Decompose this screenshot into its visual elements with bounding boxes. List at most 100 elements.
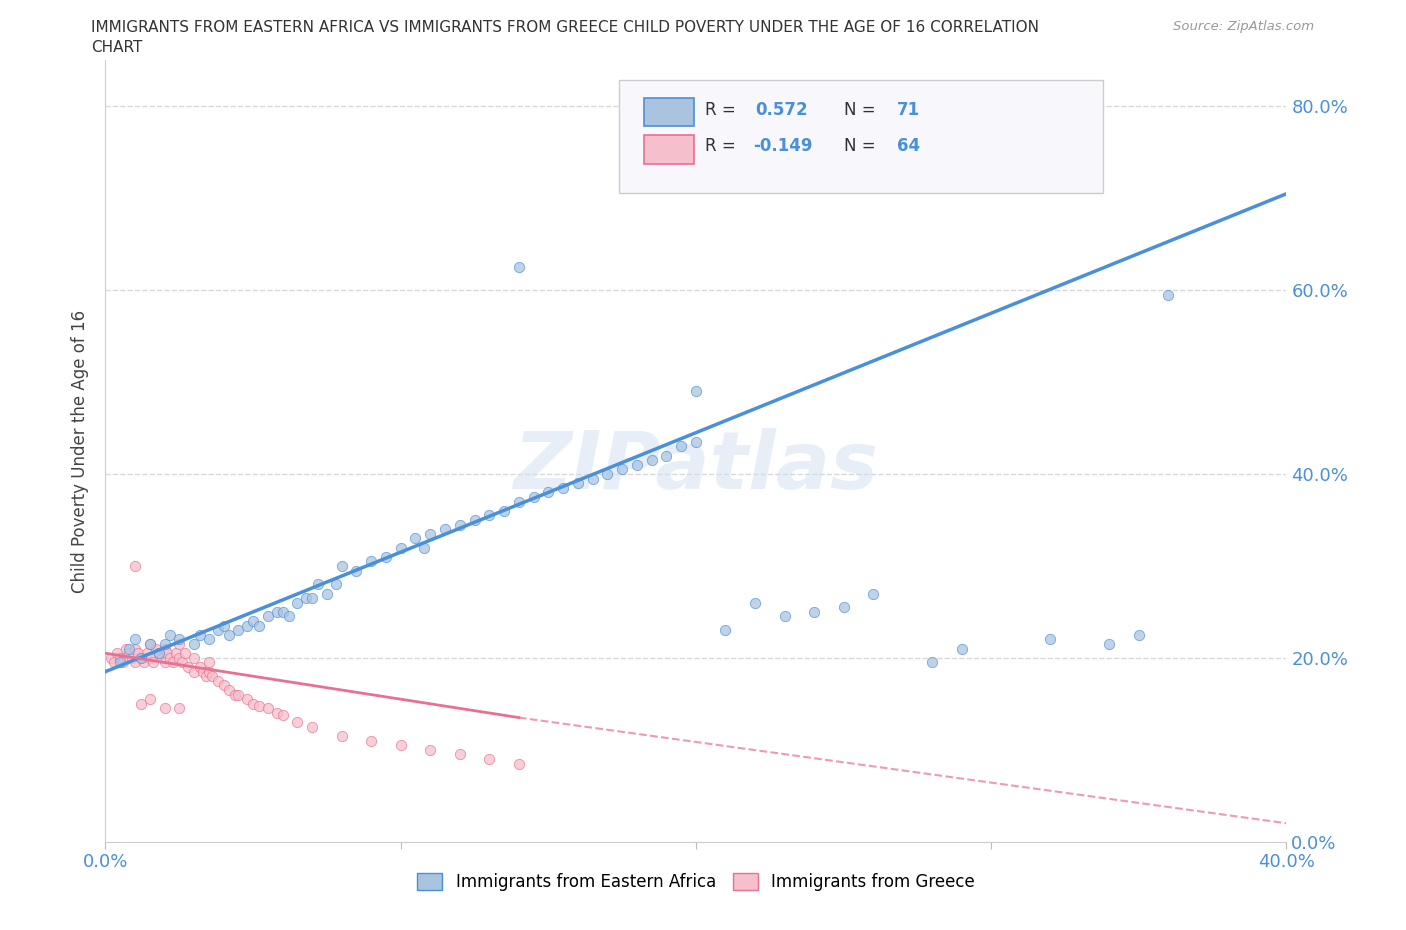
Point bbox=[478, 751, 501, 766]
Point bbox=[655, 448, 678, 463]
Point bbox=[803, 604, 825, 619]
Point bbox=[142, 655, 165, 670]
Point bbox=[218, 628, 240, 643]
Point bbox=[165, 645, 187, 660]
Point bbox=[315, 586, 337, 601]
Text: IMMIGRANTS FROM EASTERN AFRICA VS IMMIGRANTS FROM GREECE CHILD POVERTY UNDER THE: IMMIGRANTS FROM EASTERN AFRICA VS IMMIGR… bbox=[91, 20, 1039, 35]
Point bbox=[295, 591, 318, 605]
Point bbox=[389, 737, 412, 752]
Point bbox=[100, 650, 122, 665]
Point bbox=[271, 708, 294, 723]
Point bbox=[413, 540, 436, 555]
Point bbox=[129, 650, 152, 665]
FancyBboxPatch shape bbox=[644, 136, 693, 164]
Text: R =: R = bbox=[706, 138, 741, 155]
Point bbox=[773, 609, 796, 624]
Point bbox=[508, 494, 530, 509]
Point bbox=[110, 650, 132, 665]
Point bbox=[464, 512, 486, 527]
Point bbox=[138, 637, 162, 652]
Point bbox=[374, 550, 398, 565]
Point bbox=[118, 645, 141, 660]
Point bbox=[433, 522, 456, 537]
Point bbox=[138, 650, 162, 665]
Point bbox=[537, 485, 560, 499]
Point bbox=[197, 632, 219, 647]
Point bbox=[207, 623, 229, 638]
Point bbox=[201, 669, 224, 684]
Point bbox=[183, 637, 205, 652]
Point bbox=[174, 645, 197, 660]
Point bbox=[188, 659, 211, 674]
Point bbox=[449, 517, 471, 532]
Point bbox=[325, 577, 347, 591]
Point bbox=[124, 632, 146, 647]
Point bbox=[121, 650, 143, 665]
Point bbox=[197, 655, 219, 670]
Point bbox=[330, 728, 353, 743]
Point bbox=[405, 531, 427, 546]
Point bbox=[145, 641, 167, 656]
Point bbox=[153, 701, 176, 716]
Point bbox=[247, 698, 270, 713]
Point bbox=[1128, 628, 1150, 643]
Point bbox=[307, 577, 329, 591]
Point bbox=[419, 742, 441, 757]
Point bbox=[266, 604, 288, 619]
Point bbox=[169, 637, 191, 652]
Point bbox=[626, 458, 648, 472]
Point bbox=[330, 559, 353, 574]
Point bbox=[301, 719, 323, 734]
Text: N =: N = bbox=[844, 138, 880, 155]
Point bbox=[124, 559, 146, 574]
Point bbox=[112, 655, 135, 670]
Point bbox=[177, 659, 200, 674]
Point bbox=[257, 701, 280, 716]
Point bbox=[360, 554, 382, 569]
Point bbox=[551, 481, 574, 496]
Point bbox=[183, 664, 205, 679]
Point bbox=[115, 641, 138, 656]
Point bbox=[242, 614, 264, 629]
Point bbox=[162, 655, 184, 670]
Text: ZIPatlas: ZIPatlas bbox=[513, 428, 879, 506]
Point bbox=[277, 609, 299, 624]
Point bbox=[641, 453, 664, 468]
Point bbox=[419, 526, 441, 541]
Point bbox=[183, 650, 205, 665]
Point bbox=[191, 664, 214, 679]
Point bbox=[671, 439, 693, 454]
Point bbox=[153, 655, 176, 670]
Point bbox=[1098, 637, 1121, 652]
Text: 71: 71 bbox=[897, 101, 920, 119]
Point bbox=[508, 259, 530, 274]
Point bbox=[389, 540, 412, 555]
Text: Source: ZipAtlas.com: Source: ZipAtlas.com bbox=[1174, 20, 1315, 33]
Point bbox=[271, 604, 294, 619]
Point bbox=[610, 462, 633, 477]
Point bbox=[523, 489, 546, 504]
Point bbox=[169, 632, 191, 647]
Text: 0.572: 0.572 bbox=[755, 101, 807, 119]
Point bbox=[138, 637, 162, 652]
Point bbox=[567, 476, 589, 491]
Legend: Immigrants from Eastern Africa, Immigrants from Greece: Immigrants from Eastern Africa, Immigran… bbox=[409, 865, 983, 899]
Point bbox=[212, 678, 235, 693]
Point bbox=[714, 623, 737, 638]
Point bbox=[159, 628, 181, 643]
Point bbox=[596, 467, 619, 482]
Text: R =: R = bbox=[706, 101, 741, 119]
Text: CHART: CHART bbox=[91, 40, 143, 55]
Point bbox=[124, 641, 146, 656]
Point bbox=[950, 641, 973, 656]
Point bbox=[891, 177, 914, 192]
Point bbox=[360, 733, 382, 748]
Point bbox=[153, 637, 176, 652]
Point bbox=[218, 683, 240, 698]
Text: -0.149: -0.149 bbox=[752, 138, 813, 155]
Point bbox=[127, 645, 149, 660]
Point bbox=[105, 645, 128, 660]
Point bbox=[212, 618, 235, 633]
Point bbox=[169, 701, 191, 716]
Point bbox=[247, 618, 270, 633]
